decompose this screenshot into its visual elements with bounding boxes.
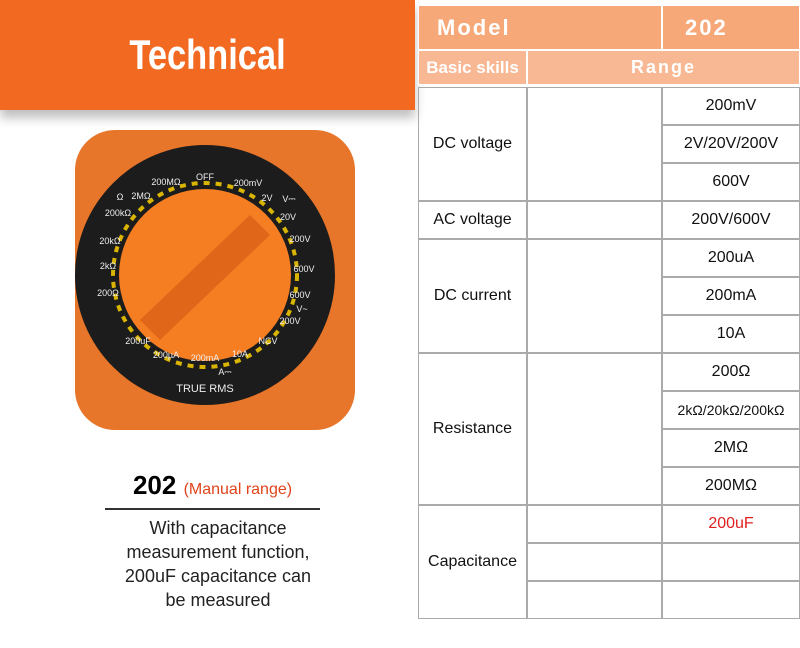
dial-label: 2kΩ — [100, 261, 117, 271]
description-line: be measured — [165, 590, 271, 610]
range-cell: 200mA — [662, 277, 800, 315]
dial-label: 200uF — [125, 336, 151, 346]
group-cell: Resistance — [418, 353, 527, 505]
dial-label: 600V — [293, 264, 314, 274]
range-cell: 2kΩ/20kΩ/200kΩ — [662, 391, 800, 429]
dial-label: 200mV — [234, 178, 263, 188]
blank-cell — [662, 581, 800, 619]
blank-cell — [527, 201, 662, 239]
range-cell: 200MΩ — [662, 467, 800, 505]
dial-label: V~ — [296, 304, 307, 314]
range-cell: 200mV — [662, 87, 800, 125]
group-cell: DC current — [418, 239, 527, 353]
group-cell: AC voltage — [418, 201, 527, 239]
dial-label: OFF — [196, 172, 214, 182]
dial-label: Ω — [117, 192, 124, 202]
range-cell: 2V/20V/200V — [662, 125, 800, 163]
range-cell: 200Ω — [662, 353, 800, 391]
description-line: 200uF capacitance can — [124, 566, 312, 586]
dial-label: A⎓ — [218, 367, 231, 377]
header-cell: Range — [527, 50, 800, 85]
dial-label: 200kΩ — [105, 208, 132, 218]
group-cell: Capacitance — [418, 505, 527, 619]
range-cell: 200uA — [662, 239, 800, 277]
range-cell: 600V — [662, 163, 800, 201]
blank-cell — [527, 543, 662, 581]
dial-label: 200MΩ — [151, 177, 181, 187]
description: With capacitance measurement function, 200… — [68, 516, 368, 612]
description-line: measurement function, — [126, 542, 310, 562]
dial-label: TRUE RMS — [176, 383, 233, 395]
blank-cell — [527, 87, 662, 201]
model-line: 202 (Manual range) — [105, 470, 320, 510]
description-line: With capacitance — [149, 518, 287, 538]
range-cell: 10A — [662, 315, 800, 353]
blank-cell — [527, 581, 662, 619]
dial-label: V⎓ — [282, 194, 295, 204]
header-cell: Basic skills — [418, 50, 527, 85]
dial-label: 200Ω — [97, 288, 119, 298]
blank-cell — [527, 239, 662, 353]
dial-label: 200mA — [191, 353, 220, 363]
header-cell: 202 — [662, 5, 800, 50]
dial-label: 2V — [261, 193, 272, 203]
dial-label: 200V — [279, 316, 300, 326]
blank-cell — [527, 505, 662, 543]
blank-cell — [662, 543, 800, 581]
dial-marks — [111, 181, 299, 369]
dial-label: 20V — [280, 212, 296, 222]
header-cell: Model — [418, 5, 662, 50]
group-cell: DC voltage — [418, 87, 527, 201]
dial-label: 20kΩ — [99, 236, 121, 246]
range-cell: 200uF — [662, 505, 800, 543]
banner: Technical Parameters — [0, 0, 415, 188]
dial-label: NCV — [258, 336, 277, 346]
dial-label: 200µA — [153, 350, 179, 360]
range-cell: 2MΩ — [662, 429, 800, 467]
model-number: 202 — [132, 470, 177, 500]
dial-label: 200V — [289, 234, 310, 244]
model-mode: (Manual range) — [183, 481, 293, 498]
knob-grip — [140, 215, 270, 340]
dial-label: 600V — [289, 290, 310, 300]
blank-cell — [527, 353, 662, 505]
range-cell: 200V/600V — [662, 201, 800, 239]
dial-label: 2MΩ — [131, 191, 151, 201]
dial-label: 10A — [232, 349, 248, 359]
